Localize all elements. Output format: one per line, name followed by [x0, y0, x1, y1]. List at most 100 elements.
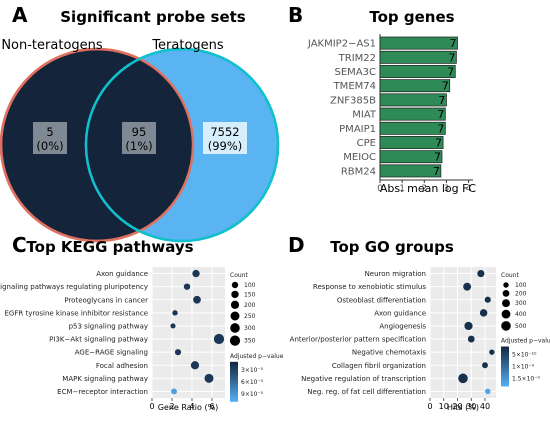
bar	[379, 50, 457, 64]
bar-category-label: RBM24	[341, 166, 376, 177]
kegg-title: Top KEGG pathways	[26, 238, 193, 256]
venn-region-right-percent: (99%)	[208, 139, 243, 153]
bar-category-label: MEIOC	[343, 152, 376, 163]
dot	[170, 323, 176, 329]
dot-category-label: Anterior/posterior pattern specification	[290, 336, 426, 344]
dot-category-label: Negative chemotaxis	[352, 349, 426, 357]
bar-value-label: 7	[447, 66, 454, 79]
venn-set-left-label: Non-teratogens	[1, 38, 103, 53]
legend-size-label: 200	[244, 302, 256, 309]
go-title: Top GO groups	[330, 238, 454, 256]
legend-size-dot	[230, 300, 240, 309]
dot	[477, 269, 485, 278]
legend-size-label: 250	[244, 313, 256, 320]
legend-size-label: 350	[244, 338, 256, 345]
legend-color-title: Adjusted p−value	[230, 353, 284, 360]
bar	[379, 79, 451, 93]
venn-right-outline	[84, 47, 280, 243]
bar-category-label: MIAT	[352, 110, 377, 121]
bar-category-label: JAKMIP2−AS1	[307, 39, 376, 50]
dot	[482, 362, 488, 369]
legend-size-dot	[231, 290, 239, 299]
dot-category-label: ECM−receptor interaction	[57, 388, 148, 396]
legend-size-dot	[229, 335, 241, 346]
bar	[379, 65, 456, 78]
legend-size-dot	[230, 323, 240, 333]
legend-size-label: 300	[244, 325, 256, 332]
legend-size-dot	[501, 321, 511, 331]
x-tick-label: 0	[427, 402, 432, 411]
bar-chart-plot: JAKMIP2−AS1 7 TRIM22 7 SEMA3C 7 TMEM74 7 ZNF385B…	[307, 34, 473, 194]
venn-region-left-box	[33, 122, 67, 154]
dot-category-label: p53 signaling pathway	[69, 322, 148, 330]
legend-size-label: 500	[515, 323, 527, 330]
legend-color-title: Adjusted p−value	[501, 337, 550, 344]
legend-size-dot	[502, 299, 510, 308]
legend-size-dot	[231, 281, 239, 289]
dot	[464, 321, 473, 331]
kegg-legend: Count 100 150 200 250 300 350 Adjusted p−value 3…	[229, 272, 284, 402]
legend-size-dot	[502, 289, 510, 297]
dot-category-label: Axon guidance	[374, 309, 426, 317]
panel-label-a: A	[12, 3, 28, 27]
bar-value-label: 7	[438, 94, 445, 107]
bar-value-label: 7	[442, 80, 449, 93]
dot	[489, 349, 495, 355]
panel-b: B Top genes JAKMIP2−AS1 7 TRIM22 7 SEMA3C 7 TM…	[288, 3, 476, 195]
x-tick-label: 6	[209, 402, 214, 411]
bar	[379, 136, 444, 149]
bar-value-label: 7	[437, 108, 444, 121]
dot	[193, 295, 201, 304]
dot-category-label: Signaling pathways regulating pluripoten…	[0, 283, 148, 291]
bar	[379, 93, 447, 107]
dot-category-label: PI3K−Akt signaling pathway	[49, 336, 148, 344]
panel-label-d: D	[288, 233, 305, 257]
venn-left-outline	[0, 47, 195, 243]
dot-category-label: Osteoblast differentiation	[337, 296, 426, 304]
legend-size-label: 200	[515, 290, 527, 297]
dot-category-label: Collagen fibril organization	[332, 362, 426, 370]
dot	[171, 388, 177, 395]
bar	[379, 164, 442, 178]
bar-value-label: 7	[435, 137, 442, 150]
dot	[463, 282, 472, 291]
panel-d: D Top GO groups Neuron migration Response…	[288, 233, 550, 412]
bar-chart-xlabel: Abs. mean log FC	[380, 182, 477, 195]
venn-region-right-box	[203, 122, 247, 154]
dot-category-label: Negative regulation of transcription	[301, 375, 426, 383]
legend-size-label: 100	[515, 282, 527, 289]
kegg-plot: Axon guidance Signaling pathways regulati…	[0, 267, 225, 411]
legend-colorbar	[501, 346, 509, 387]
x-tick-label: 40	[480, 402, 490, 411]
dot	[484, 296, 491, 303]
legend-color-label: 5×10⁻¹⁰	[512, 351, 537, 358]
dot-category-label: Neuron migration	[365, 270, 426, 278]
bar-x-tick-label: 1	[399, 184, 404, 194]
legend-size-label: 400	[515, 311, 527, 318]
dot	[183, 283, 191, 290]
bar-value-label: 7	[450, 37, 457, 50]
dot-category-label: Axon guidance	[96, 270, 148, 278]
bar	[379, 107, 446, 121]
dot	[213, 333, 225, 345]
dot-category-label: MAPK signaling pathway	[62, 375, 148, 383]
venn-region-right-count: 7552	[210, 125, 239, 139]
x-tick-label: 4	[189, 402, 194, 411]
bar-category-label: CPE	[357, 138, 376, 149]
venn-title: Significant probe sets	[60, 8, 246, 26]
legend-size-label: 150	[244, 291, 256, 298]
go-plot: Neuron migration Response to xenobiotic s…	[290, 267, 496, 411]
x-tick-label: 30	[466, 402, 476, 411]
dot-category-label: Angiogenesis	[379, 322, 426, 330]
legend-color-label: 6×10⁻⁵	[241, 379, 264, 386]
panel-a: A Significant probe sets Non-teratogens …	[0, 3, 280, 243]
kegg-xlabel: Gene Ratio (%)	[158, 403, 219, 412]
venn-set-right-label: Teratogens	[151, 38, 224, 53]
dot	[467, 335, 475, 343]
legend-size-dot	[230, 311, 240, 321]
bar	[379, 150, 443, 164]
legend-colorbar	[230, 361, 238, 402]
dot	[458, 373, 468, 384]
